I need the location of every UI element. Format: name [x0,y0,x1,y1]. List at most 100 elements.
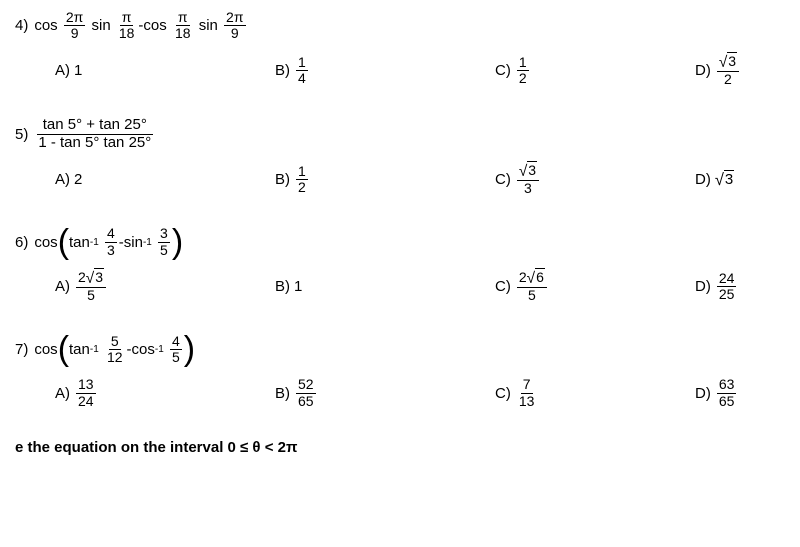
tan-text: tan [69,234,90,251]
question-4: 4) cos 2π 9 sin π 18 - cos π 18 sin 2π 9 [15,10,785,87]
denominator: 5 [85,288,97,303]
cos-text: cos [34,17,57,34]
q7-expression: cos ( tan-1 5 12 - cos-1 4 5 ) [34,334,195,366]
fraction: π 18 [117,10,137,42]
fraction: 2π 9 [224,10,245,42]
fraction: 3 5 [158,226,170,258]
choice-c: C) √3 3 [495,163,695,196]
choice-label: D) [695,385,711,402]
numerator: tan 5° + tan 25° [37,117,153,135]
choice-d: D) 63 65 [695,377,785,409]
numerator: √3 [517,163,539,181]
q4-stem: 4) cos 2π 9 sin π 18 - cos π 18 sin 2π 9 [15,10,785,42]
denominator: 65 [296,394,316,409]
choice-d: D) √3 2 [695,54,785,87]
fraction: 2π 9 [64,10,85,42]
denominator: 1 - tan 5° tan 25° [36,135,153,152]
q7-stem: 7) cos ( tan-1 5 12 - cos-1 4 5 [15,334,785,366]
sin-text: sin [199,17,218,34]
radicand: 3 [727,52,737,69]
denominator: 12 [105,350,125,365]
sqrt: √3 [715,170,734,189]
numerator: √3 [717,54,739,72]
choice-label: C) [495,171,511,188]
choice-label: A) [55,171,70,188]
choice-d: D) √3 [695,163,785,196]
denominator: 3 [522,181,534,196]
cos-text: cos [34,341,57,358]
choice-c: C) 1 2 [495,54,695,87]
numerator: 13 [76,377,96,393]
fraction: 1 4 [296,55,308,87]
inverse-exponent: -1 [90,344,99,355]
inverse-exponent: -1 [143,237,152,248]
choice-b: B) 1 4 [275,54,495,87]
coefficient: 2 [519,269,527,285]
denominator: 5 [158,243,170,258]
q4-number: 4) [15,17,28,34]
choice-label: B) [275,385,290,402]
q7-number: 7) [15,341,28,358]
q6-stem: 6) cos ( tan-1 4 3 - sin-1 3 5 [15,226,785,258]
choice-c: C) 7 13 [495,377,695,409]
numerator: 7 [521,377,533,393]
choice-label: B) [275,62,290,79]
choice-label: D) [695,278,711,295]
right-paren-icon: ) [184,334,195,365]
numerator: π [120,10,134,26]
numerator: 1 [296,55,308,71]
numerator: 4 [170,334,182,350]
numerator: 1 [296,164,308,180]
fraction: 4 5 [170,334,182,366]
numerator: 3 [158,226,170,242]
left-paren-icon: ( [58,227,69,258]
choice-label: B) [275,171,290,188]
q6-number: 6) [15,234,28,251]
fraction: 2√3 5 [76,270,106,303]
numerator: 2π [224,10,245,26]
radicand: 3 [94,268,104,285]
denominator: 4 [296,71,308,86]
numerator: 1 [517,55,529,71]
tan-text: tan [69,341,90,358]
footer-instruction: e the equation on the interval 0 ≤ θ < 2… [15,439,785,456]
choice-label: C) [495,278,511,295]
choice-label: D) [695,171,711,188]
choice-b: B) 1 2 [275,163,495,196]
inner-expr: tan-1 4 3 - sin-1 3 5 [69,226,172,258]
q5-stem: 5) tan 5° + tan 25° 1 - tan 5° tan 25° [15,117,785,151]
radicand: 3 [527,161,537,178]
numerator: 24 [717,271,737,287]
choice-d: D) 24 25 [695,270,785,303]
denominator: 9 [229,26,241,41]
right-paren-icon: ) [172,227,183,258]
q4-expression: cos 2π 9 sin π 18 - cos π 18 sin 2π 9 [34,10,247,42]
q6-expression: cos ( tan-1 4 3 - sin-1 3 5 ) [34,226,183,258]
sin-text: sin [91,17,110,34]
numerator: 52 [296,377,316,393]
cos-text: cos [34,234,57,251]
fraction: 1 2 [296,164,308,196]
numerator: 63 [717,377,737,393]
fraction: 13 24 [76,377,96,409]
fraction: √3 2 [717,54,739,87]
q7-choices: A) 13 24 B) 52 65 C) 7 13 D) 63 65 [15,377,785,409]
fraction: 7 13 [517,377,537,409]
choice-value: 1 [294,278,302,295]
q5-fraction: tan 5° + tan 25° 1 - tan 5° tan 25° [36,117,153,151]
denominator: 3 [105,243,117,258]
choice-value: 1 [74,62,82,79]
radicand: 3 [724,170,734,188]
fraction: √3 3 [517,163,539,196]
fraction: 63 65 [717,377,737,409]
denominator: 9 [69,26,81,41]
fraction: 1 2 [517,55,529,87]
cos-text: cos [143,17,166,34]
denominator: 2 [517,71,529,86]
fraction: 4 3 [105,226,117,258]
choice-b: B) 1 [275,270,495,303]
inverse-exponent: -1 [155,344,164,355]
choice-a: A) 13 24 [55,377,275,409]
choice-a: A) 2 [55,163,275,196]
choice-value: 2 [74,171,82,188]
